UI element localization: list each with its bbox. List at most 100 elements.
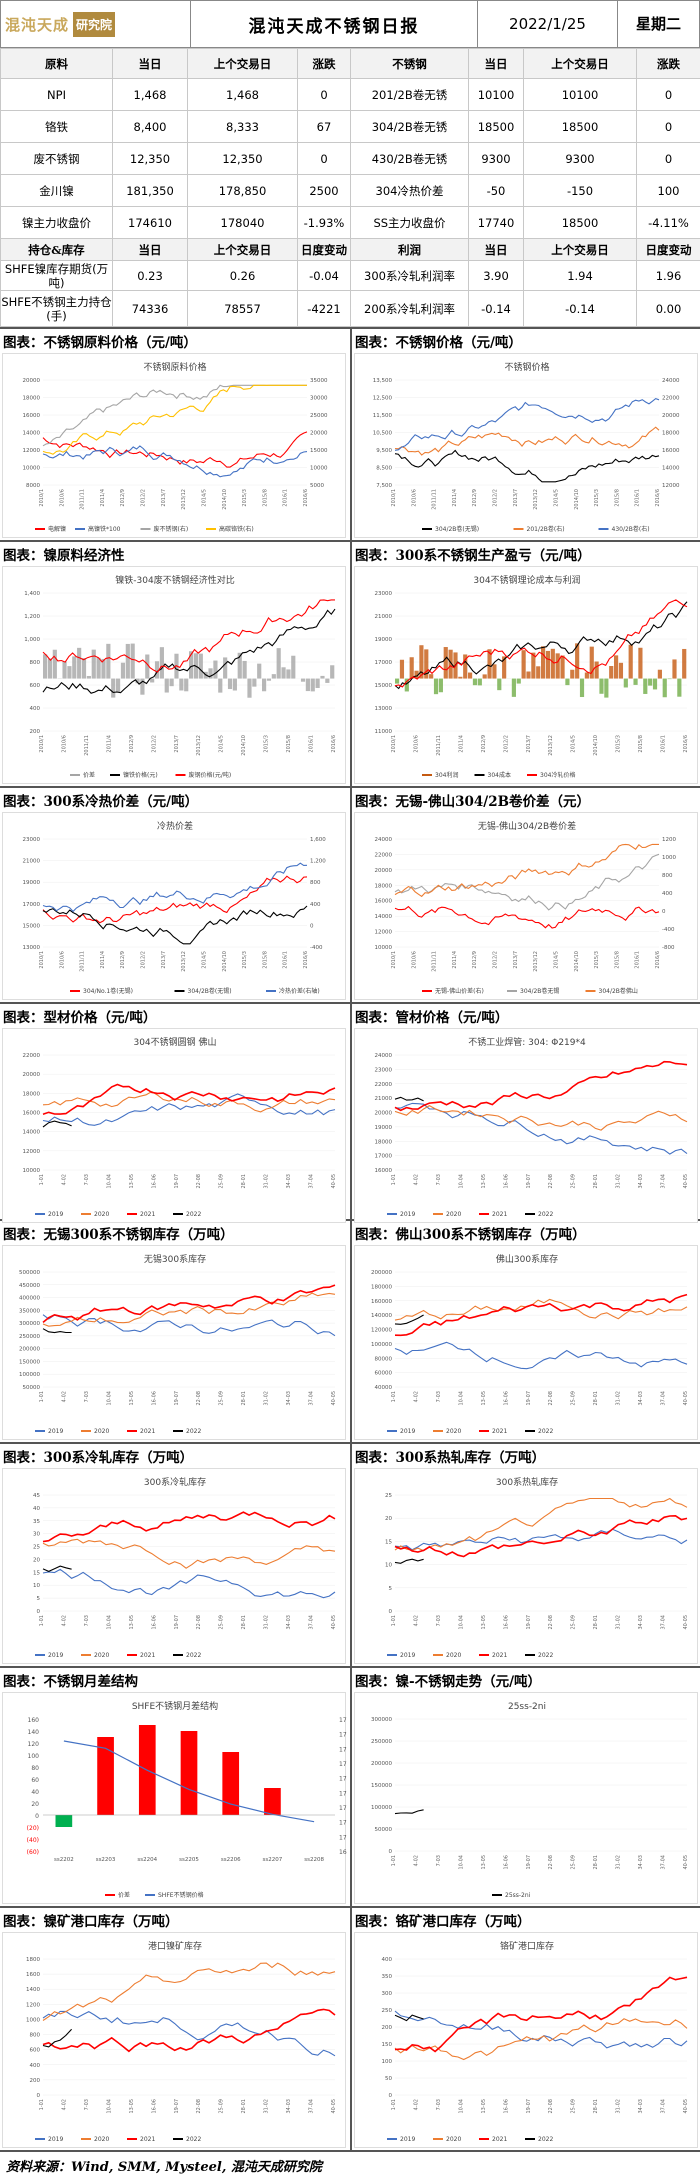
x-tick-label: 22-08 [196,1391,202,1406]
x-tick-label: 2016/6 [655,489,661,507]
bar [599,678,604,694]
tick-label: 1800 [26,1957,40,1963]
x-tick-label: 31-02 [264,1174,270,1189]
series-line [42,608,336,694]
chart-section-title: 图表：佛山300系不锈钢库存（万吨） [352,1219,700,1245]
legend-label: 304/No.1卷(无锡) [83,987,133,995]
series-line [42,599,335,673]
tick-label: 200000 [371,1761,392,1767]
bar [179,678,184,691]
x-tick-label: 2016/6 [303,951,309,969]
x-tick-label: 25-09 [219,2099,225,2114]
bar [652,678,658,690]
series-line [42,1292,336,1327]
category-label: ss2204 [137,1857,157,1863]
chart-title: 304不锈钢理论成本与利润 [473,574,580,586]
table-cell: SHFE镍库存期货(万吨) [0,260,113,291]
column-header: 涨跌 [297,48,351,79]
column-header: 当日 [112,238,188,261]
legend-label: 2022 [186,1428,201,1435]
tick-label: 10 [33,1583,40,1589]
tick-label: 450000 [19,1283,40,1289]
chart-panel: SHFE不锈钢月差结构 160 140 120 100 80 60 40 20 0 (20) (40)… [2,1692,347,1904]
bar [560,655,565,679]
x-tick-label: 40-05 [331,1391,337,1406]
table-cell: 铬铁 [0,110,113,143]
bar [116,678,121,693]
x-tick-label: 2011/11 [432,951,438,972]
table-cell: 12,350 [112,142,188,175]
legend-label: 304/2B卷(无锡) [188,987,232,995]
table-cell: -0.14 [523,290,637,327]
x-tick-label: 2013/12 [548,735,554,756]
table-cell: 0 [636,78,700,111]
tick-label: 23000 [375,1067,393,1073]
x-tick-label: 40-05 [331,1174,337,1189]
chart-panel: 不锈钢价格 13,500 12,500 11,500 10,500 9,500 8,500 7… [354,353,698,538]
table-cell: 废不锈钢 [0,142,113,175]
bar [72,656,77,679]
x-tick-label: 40-05 [683,2099,689,2114]
x-tick-label: 2010/1 [391,735,397,753]
x-tick-label: 16-06 [503,1174,509,1189]
bar [589,646,594,679]
tick-label: 50 [385,2076,392,2082]
bar [662,678,667,698]
tick-label: 20000 [375,868,393,874]
table-cell: SHFE不锈钢主力持仓(手) [0,290,113,327]
legend-label: 2022 [538,1652,553,1659]
tick-label: 12000 [375,930,393,936]
tick-label: 10000 [23,1168,41,1174]
tick-label: 12000 [23,1149,41,1155]
chart-section-title: 图表：300系冷轧库存（万吨） [0,1442,350,1468]
table-cell: 304冷热价差 [350,174,469,207]
tick-label: 10000 [23,466,41,472]
series-line [394,601,688,690]
tick-label: 17000 [375,660,393,666]
x-tick-label: 2011/11 [432,489,438,510]
x-tick-label: 2015/8 [614,951,620,969]
table-cell: 0.23 [112,260,188,291]
chart-panel: 300系热轧库存 25 20 15 10 5 0 1-01 4-02 7-03 10-04 13-05… [354,1468,698,1664]
table-cell: 0 [636,142,700,175]
tick-label: 17200 [339,1805,347,1812]
series-line [394,853,660,911]
bar [262,678,267,692]
series-line [394,2018,688,2061]
x-tick-label: 1-01 [391,2099,397,2110]
x-tick-label: 37-04 [661,1615,667,1630]
bar [628,644,633,679]
tick-label: 23000 [375,591,393,597]
tick-label: 350000 [19,1308,40,1314]
chart-title: 冷热价差 [157,820,193,832]
table-cell: NPI [0,78,113,111]
tick-label: (20) [27,1825,39,1832]
bar [86,675,91,679]
x-tick-label: 13-05 [129,1174,135,1189]
tick-label: 14000 [662,466,680,472]
bar [594,661,599,679]
table-row: 金川镍 181,350 178,850 2500 304冷热价差 -50 -150 100 [0,174,700,207]
bar [584,672,589,679]
bar [614,655,619,679]
tick-label: 8,500 [376,466,392,472]
legend-label: 2021 [492,1428,507,1435]
series-line [394,1104,688,1131]
bar [218,678,223,693]
tick-label: 400 [382,1957,393,1963]
bar [291,655,296,679]
chart-title: 不锈工业焊管: 304: Φ219*4 [468,1036,586,1048]
x-tick-label: 37-04 [661,1855,667,1870]
bar-ss2206 [222,1752,240,1815]
table-cell: 201/2B卷无锈 [350,78,469,111]
table-row: 铬铁 8,400 8,333 67 304/2B卷无锈 18500 18500 0 [0,110,700,143]
category-label: ss2208 [304,1857,324,1863]
bar [130,643,135,679]
x-tick-label: 2010/6 [413,735,419,753]
bar [223,657,228,679]
x-tick-label: 25-09 [571,1855,577,1870]
tick-label: 15000 [375,683,393,689]
chart-panel: 无锡300系库存 500000 450000 400000 350000 300000 25… [2,1245,346,1440]
column-header: 利润 [350,238,469,261]
bar [638,647,643,679]
